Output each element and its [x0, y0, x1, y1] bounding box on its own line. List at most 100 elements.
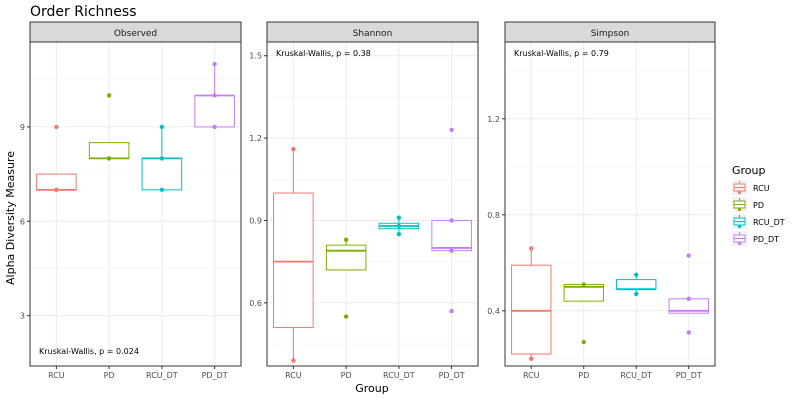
box-rcu_dt	[378, 215, 420, 237]
y-tick-label: 0.9	[249, 216, 262, 225]
data-point	[449, 218, 454, 223]
x-tick-label: PD_DT	[202, 371, 228, 380]
data-point	[634, 272, 639, 277]
box-pd_dt	[668, 253, 709, 335]
x-tick-label: PD	[341, 371, 352, 380]
x-axis-label: Group	[355, 382, 389, 395]
y-tick-label: 0.6	[249, 299, 262, 308]
data-point	[291, 146, 296, 152]
data-point	[449, 248, 454, 253]
data-point	[396, 215, 402, 220]
box-iqr	[88, 142, 130, 159]
x-tick-label: RCU_DT	[383, 371, 415, 380]
data-point	[449, 127, 454, 133]
data-point	[159, 156, 165, 161]
data-point	[159, 187, 165, 193]
data-point	[54, 124, 59, 130]
kruskal-wallis-annotation: Kruskal-Wallis, p = 0.024	[39, 347, 139, 356]
facet-panels: Observed 3 6 9 RCU PD RCU_DT PD_DT Kruskal-Walli…	[20, 21, 716, 380]
x-tick-label: PD_DT	[439, 371, 465, 380]
box-rcu	[511, 246, 552, 361]
data-point	[343, 237, 349, 242]
plot-area	[30, 42, 241, 366]
data-point	[686, 253, 691, 258]
box-pd_dt	[194, 61, 235, 130]
box-iqr	[431, 219, 472, 252]
y-axis-label: Alpha Diversity Measure	[4, 151, 17, 285]
box-pd	[563, 282, 604, 345]
facet-strip-label: Observed	[114, 29, 157, 39]
legend: Group RCU PD RCU_DT PD_DT	[732, 164, 785, 246]
box-pd	[88, 93, 130, 161]
legend-key-point	[737, 224, 742, 229]
box-rcu_dt	[616, 272, 657, 297]
legend-item-rcu_dt: RCU_DT	[732, 214, 785, 229]
box-rcu	[36, 124, 77, 193]
data-point	[581, 282, 586, 287]
data-point	[106, 156, 112, 161]
legend-title: Group	[732, 164, 766, 177]
data-point	[634, 291, 639, 297]
box-iqr	[36, 173, 77, 191]
legend-key-point	[737, 241, 742, 246]
box-pd	[325, 237, 367, 319]
panel-border	[29, 41, 242, 367]
legend-key-point	[737, 190, 742, 195]
legend-key-point	[737, 207, 742, 212]
box-iqr	[325, 244, 367, 271]
legend-label: PD_DT	[753, 235, 779, 244]
data-point	[291, 358, 296, 363]
panel-border	[504, 41, 716, 367]
data-point	[54, 187, 59, 193]
x-tick-label: PD_DT	[676, 371, 702, 380]
box-iqr	[194, 94, 235, 128]
data-point	[212, 93, 217, 98]
data-point	[581, 339, 586, 345]
data-point	[686, 330, 691, 335]
x-tick-label: PD	[104, 371, 115, 380]
y-tick-label: 1.5	[249, 52, 262, 61]
legend-item-pd_dt: PD_DT	[732, 231, 779, 246]
chart-title: Order Richness	[30, 4, 137, 20]
panel-border	[266, 41, 479, 367]
legend-label: PD	[753, 201, 764, 210]
x-tick-label: PD	[578, 371, 589, 380]
data-point	[529, 356, 534, 361]
data-point	[159, 124, 165, 130]
x-tick-label: RCU_DT	[146, 371, 178, 380]
data-point	[449, 308, 454, 314]
legend-item-rcu: RCU	[732, 180, 770, 195]
data-point	[686, 296, 691, 301]
box-iqr	[273, 192, 314, 329]
legend-item-pd: PD	[732, 197, 764, 212]
panel-shannon: Shannon 0.6 0.9 1.2 1.5 RCU PD RCU_DT PD_DT Krusk…	[249, 21, 479, 380]
panel-simpson: Simpson 0.4 0.8 1.2 RCU PD RCU_DT PD_DT Kruskal-…	[487, 21, 716, 380]
box-iqr	[511, 264, 552, 355]
box-rcu	[273, 146, 314, 363]
data-point	[212, 124, 217, 130]
box-iqr	[141, 157, 183, 191]
data-point	[343, 314, 349, 319]
y-tick-label: 1.2	[487, 115, 500, 124]
box-rcu_dt	[141, 124, 183, 193]
x-tick-label: RCU	[285, 371, 302, 380]
data-point	[212, 61, 217, 67]
box-iqr	[616, 279, 657, 290]
x-tick-label: RCU	[523, 371, 540, 380]
x-tick-label: RCU	[48, 371, 65, 380]
x-tick-label: RCU_DT	[620, 371, 652, 380]
panel-observed: Observed 3 6 9 RCU PD RCU_DT PD_DT Kruskal-Walli…	[20, 21, 242, 380]
y-tick-label: 3	[20, 312, 25, 321]
kruskal-wallis-annotation: Kruskal-Wallis, p = 0.79	[514, 49, 609, 58]
data-point	[106, 93, 112, 98]
legend-label: RCU	[753, 184, 770, 193]
y-tick-label: 1.2	[249, 134, 262, 143]
y-tick-label: 0.4	[487, 307, 500, 316]
box-pd_dt	[431, 127, 472, 314]
facet-strip-label: Shannon	[353, 29, 393, 39]
facet-strip-label: Simpson	[591, 29, 630, 39]
y-tick-label: 9	[20, 123, 25, 132]
legend-label: RCU_DT	[753, 218, 785, 227]
data-point	[396, 232, 402, 237]
